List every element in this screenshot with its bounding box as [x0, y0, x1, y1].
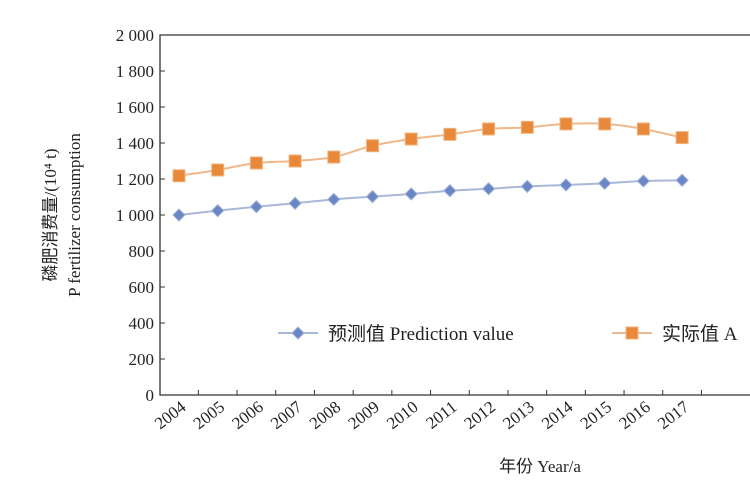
- axes: 0 200 400 600 800 1 000 1 200 1 400 1 600 1 800 2 …: [116, 26, 750, 433]
- data-point: [559, 178, 573, 192]
- data-point: [249, 200, 264, 214]
- data-point: [288, 196, 302, 211]
- data-point: [443, 127, 457, 141]
- data-point: [443, 183, 457, 198]
- x-tick-label: 2012: [461, 397, 499, 433]
- series-0: [172, 173, 689, 222]
- y-tick-label: 400: [129, 314, 155, 333]
- x-tick-label: 2016: [615, 397, 653, 433]
- x-tick-label: 2005: [190, 397, 228, 433]
- legend-marker: [291, 326, 305, 340]
- y-tick-label: 1 200: [116, 170, 154, 189]
- x-tick-label: 2014: [538, 397, 577, 433]
- data-point: [520, 120, 534, 134]
- y-axis-label-en: P fertilizer consumption: [65, 133, 84, 297]
- data-point: [675, 131, 689, 145]
- series-1: [172, 117, 689, 183]
- x-tick-label: 2007: [267, 397, 306, 433]
- x-tick-label: 2006: [228, 397, 266, 433]
- x-tick-label: 2004: [151, 397, 190, 433]
- y-tick-label: 1 000: [116, 206, 154, 225]
- data-point: [675, 173, 689, 187]
- y-tick-label: 0: [146, 386, 155, 405]
- data-point: [636, 122, 650, 136]
- data-point: [249, 156, 263, 170]
- y-tick-label: 2 000: [116, 26, 154, 45]
- data-point: [288, 154, 302, 168]
- x-tick-label: 2017: [654, 397, 693, 433]
- data-point: [172, 169, 186, 183]
- x-tick-label: 2010: [383, 397, 421, 433]
- x-tick-label: 2013: [499, 397, 537, 433]
- data-point: [520, 179, 535, 194]
- data-point: [172, 208, 186, 222]
- data-point: [598, 117, 612, 131]
- data-point: [482, 122, 496, 136]
- data-point: [481, 182, 496, 196]
- legend-label: 预测值 Prediction value: [328, 323, 514, 345]
- data-point: [365, 189, 380, 204]
- data-point: [327, 150, 341, 164]
- y-tick-label: 1 400: [116, 134, 154, 153]
- data-point: [597, 176, 612, 191]
- y-tick-label: 1 800: [116, 62, 154, 81]
- x-tick-label: 2008: [306, 397, 344, 433]
- data-point: [404, 187, 418, 201]
- data-point: [211, 163, 225, 177]
- data-point: [210, 203, 225, 218]
- legend: 预测值 Prediction value 实际值 A: [278, 323, 738, 345]
- x-tick-label: 2015: [577, 397, 615, 433]
- legend-label: 实际值 A: [662, 323, 738, 345]
- legend-marker: [625, 326, 639, 340]
- y-tick-label: 600: [129, 278, 155, 297]
- data-point: [636, 174, 651, 188]
- y-tick-label: 800: [129, 242, 155, 261]
- y-tick-label: 200: [129, 350, 155, 369]
- x-tick-label: 2011: [422, 397, 460, 433]
- y-tick-label: 1 600: [116, 98, 154, 117]
- data-point: [404, 132, 418, 146]
- data-point: [559, 117, 573, 131]
- data-point: [327, 192, 341, 207]
- x-tick-label: 2009: [344, 397, 382, 433]
- x-axis-label: 年份 Year/a: [499, 457, 581, 476]
- series-layer: [172, 117, 689, 222]
- data-point: [366, 139, 379, 153]
- y-axis-label-cn: 磷肥消费量/(10⁴ t): [41, 149, 60, 282]
